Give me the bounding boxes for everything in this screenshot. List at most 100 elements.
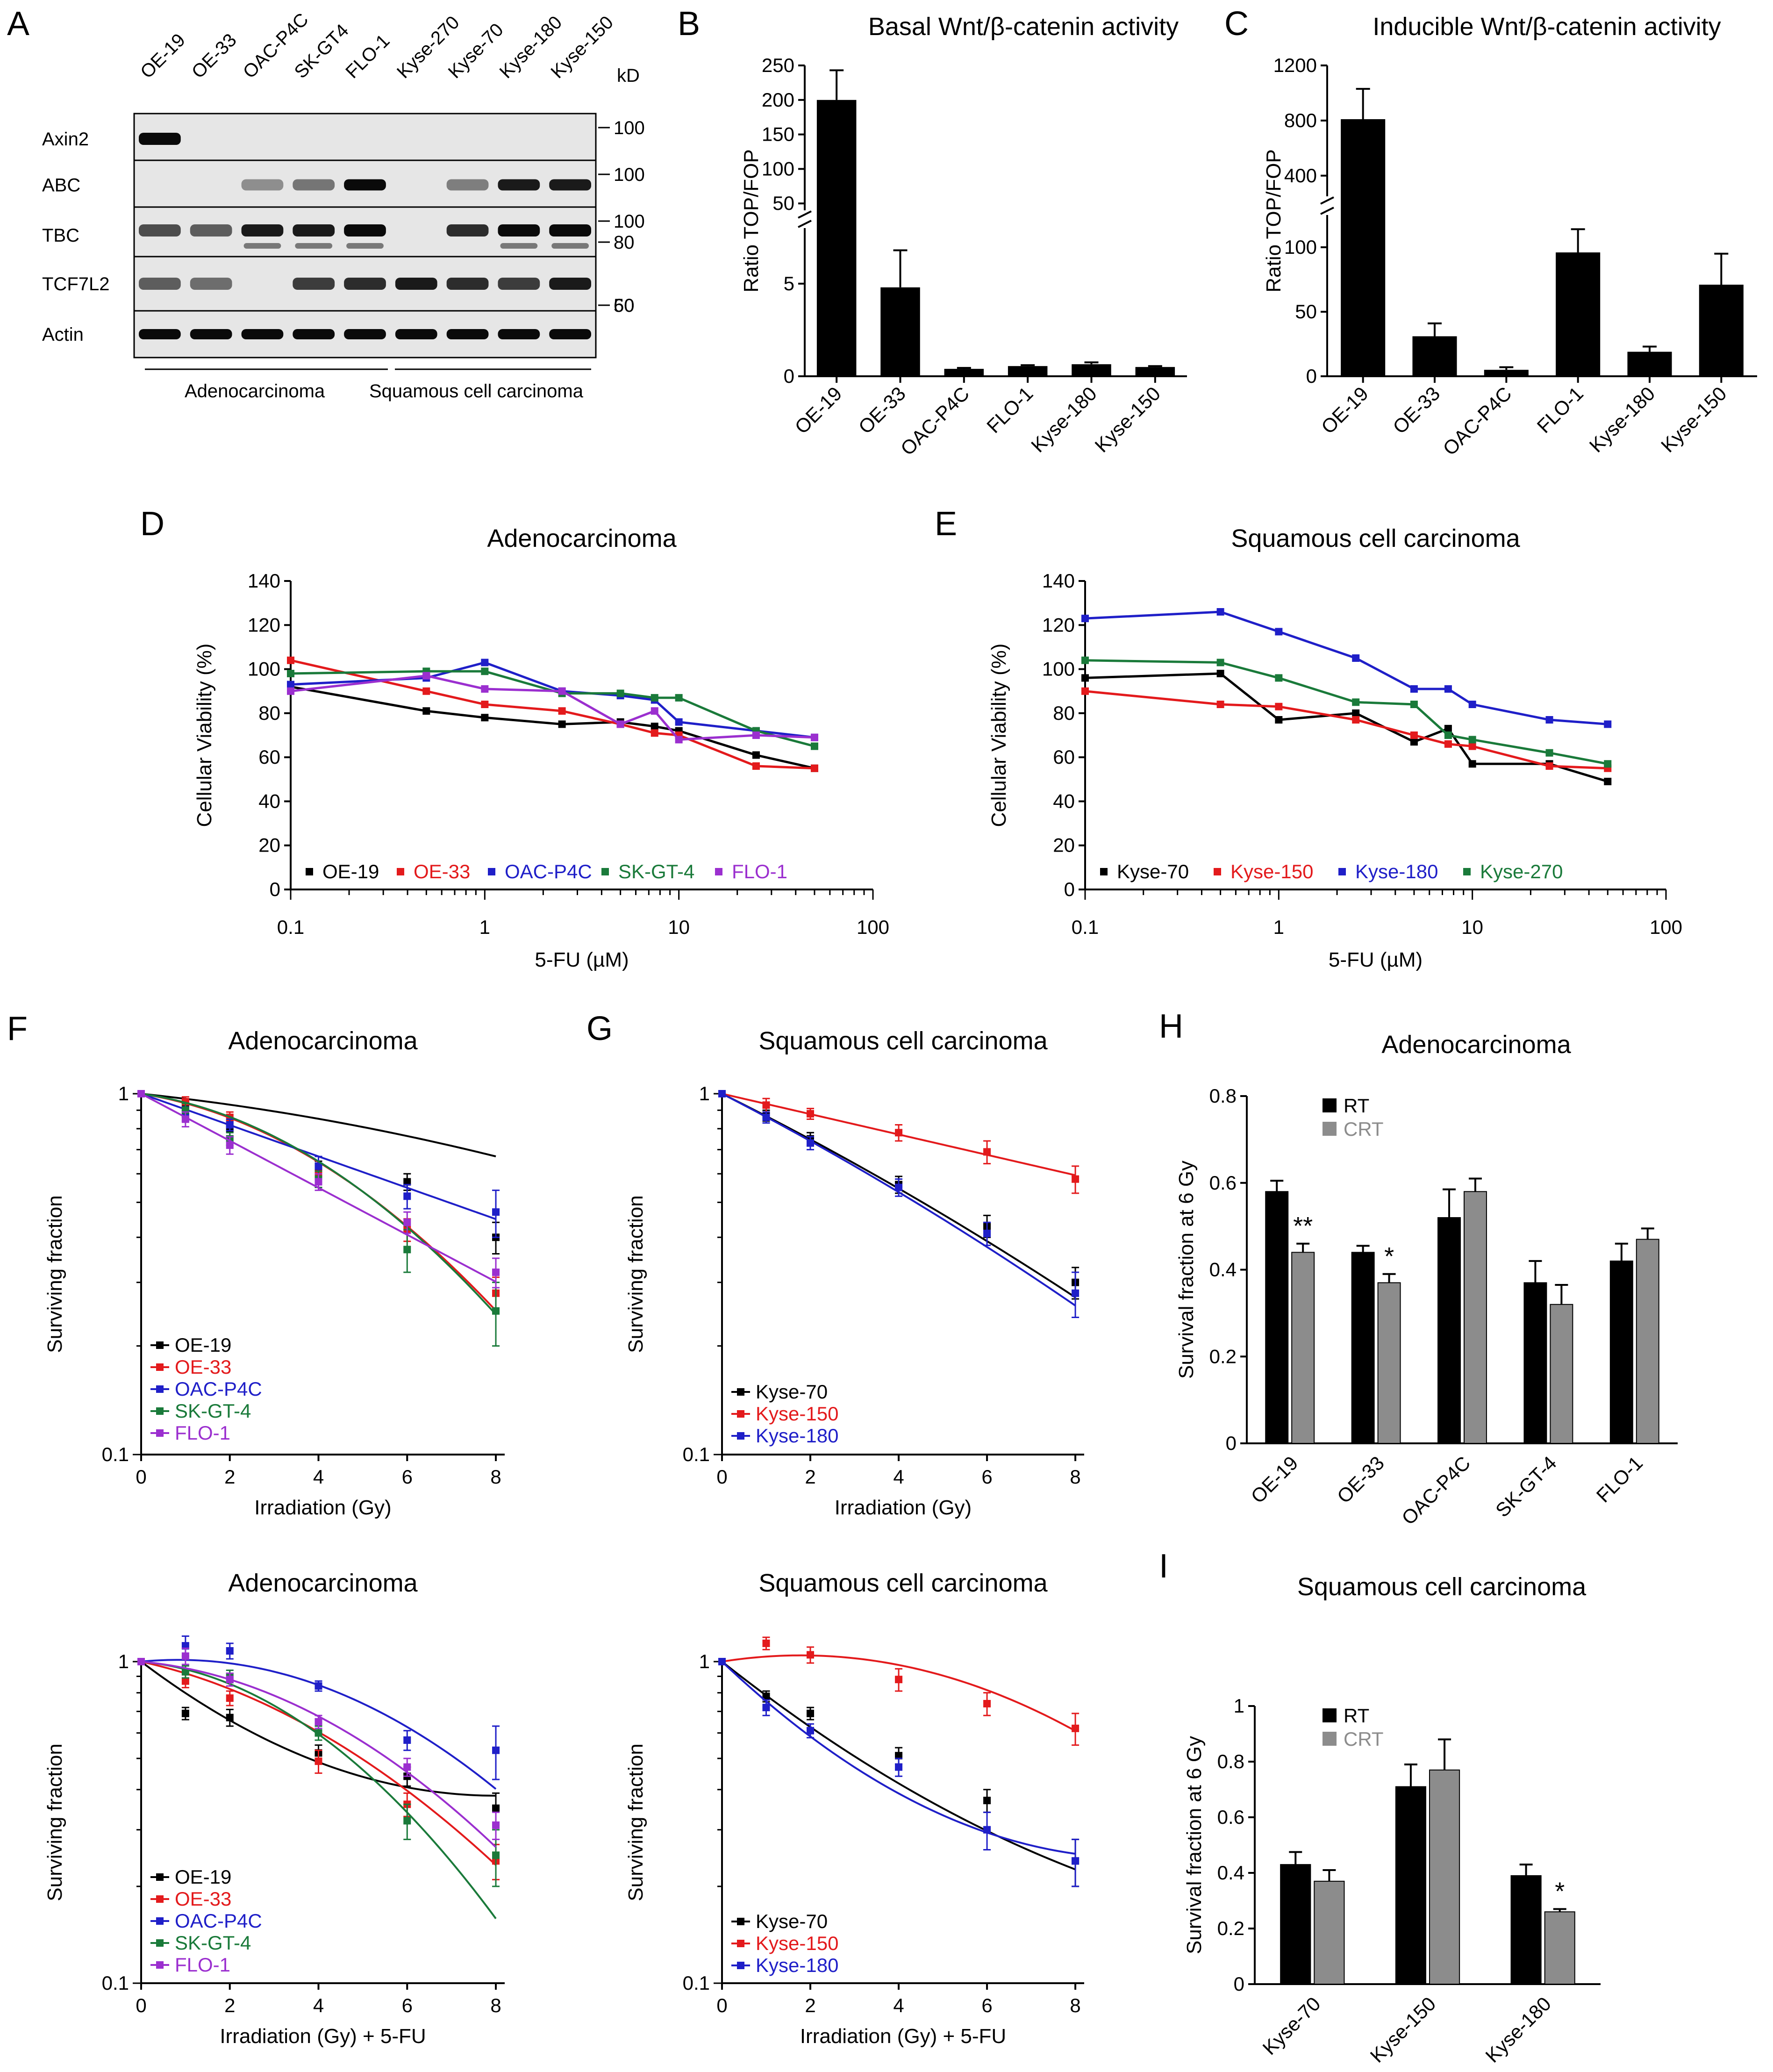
x-tick-label: Kyse-180 (1481, 1993, 1555, 2067)
legend-label: OAC-P4C (175, 1378, 262, 1400)
protein-band (139, 224, 181, 237)
data-point (1545, 762, 1553, 770)
panel-d-line-chart: D Adenocarcinoma 0 20 40 60 80 100 120 140 0.1 1 10 1… (140, 505, 889, 971)
data-point (226, 1676, 234, 1684)
legend-marker (156, 1939, 164, 1947)
protein-band (395, 278, 437, 290)
protein-band (139, 329, 181, 339)
legend-label: Kyse-70 (756, 1381, 828, 1403)
y-tick-label: 40 (1053, 790, 1075, 812)
x-tick-label: 0.1 (1072, 916, 1099, 938)
data-point (810, 733, 818, 741)
x-tick-label: 4 (893, 1994, 904, 2016)
x-tick-label: 4 (313, 1994, 324, 2016)
data-point (226, 1694, 234, 1702)
fit-curve (141, 1093, 497, 1312)
protein-band (139, 278, 181, 290)
data-point (1444, 724, 1452, 732)
protein-band (241, 179, 284, 191)
legend-label: OE-33 (175, 1356, 231, 1378)
y-tick-label: 1 (118, 1083, 129, 1104)
data-point (422, 687, 430, 695)
data-point (718, 1090, 726, 1097)
data-point (1352, 698, 1360, 706)
data-point (1081, 615, 1089, 623)
axis-break (1320, 196, 1334, 205)
data-point (895, 1752, 903, 1760)
x-tick-label: 2 (805, 1466, 815, 1488)
y-tick-label: 40 (258, 790, 280, 812)
legend-label: Kyse-150 (1230, 860, 1313, 882)
panel-f-survival-curve: F Adenocarcinoma 0 2 4 6 8 0.1 1 Irradiation (Gy)… (7, 1010, 505, 1519)
data-point (1216, 659, 1224, 667)
bar (1510, 1875, 1542, 1985)
y-axis-label: Ratio TOP/FOP (1262, 149, 1285, 292)
marker-size-label: 100 (614, 165, 645, 185)
data-point (810, 764, 818, 772)
bar (1280, 1864, 1311, 1985)
legend-label: Kyse-150 (756, 1932, 838, 1954)
data-point (1216, 670, 1224, 677)
x-tick-label: 2 (805, 1994, 815, 2016)
legend-marker (1100, 868, 1108, 875)
x-tick-label: OE-19 (1317, 382, 1373, 438)
data-point (403, 1178, 411, 1186)
data-point (983, 1148, 991, 1156)
y-tick-label: 0 (1064, 878, 1075, 900)
legend-label: OE-19 (175, 1334, 231, 1356)
panel-e-line-chart: E Squamous cell carcinoma 0 20 40 60 80 100 120 1… (935, 505, 1682, 971)
data-point (226, 1714, 234, 1721)
data-point (287, 681, 294, 688)
data-point (481, 701, 489, 708)
protein-band (549, 278, 591, 290)
x-tick-label: OE-33 (1388, 382, 1444, 438)
protein-band (241, 224, 284, 237)
data-point (492, 1851, 500, 1859)
legend-marker (488, 868, 495, 875)
x-tick-label: FLO-1 (982, 382, 1037, 437)
bar (1291, 1252, 1315, 1444)
group-label-squamous: Squamous cell carcinoma (369, 381, 584, 401)
protein-band (190, 278, 232, 290)
series-line (1085, 610, 1608, 725)
protein-band (344, 224, 386, 237)
y-axis-label: Surviving fraction (624, 1195, 647, 1353)
legend-marker (1338, 868, 1346, 875)
legend-marker (737, 1962, 744, 1969)
legend-label: FLO-1 (732, 860, 787, 882)
data-point (1275, 716, 1283, 724)
y-tick-label: 0.1 (683, 1443, 710, 1465)
fit-curve (721, 1661, 1076, 1855)
data-point (675, 736, 683, 744)
legend-label: Kyse-70 (756, 1910, 828, 1932)
data-point (1545, 716, 1553, 724)
data-point (983, 1826, 991, 1834)
data-point (1072, 1857, 1080, 1865)
data-point (492, 1804, 500, 1812)
y-tick-label: 0.8 (1209, 1085, 1237, 1107)
data-point (807, 1709, 815, 1717)
x-tick-label: 6 (402, 1994, 413, 2016)
x-tick-label: 8 (490, 1466, 501, 1488)
panel-label-a: A (7, 5, 29, 43)
legend-marker (601, 868, 609, 875)
data-point (1275, 703, 1283, 710)
y-axis-label: Ratio TOP/FOP (740, 149, 763, 292)
y-tick-label: 0.2 (1209, 1345, 1237, 1367)
x-tick-label: 8 (1070, 1466, 1080, 1488)
y-tick-label: 0.1 (102, 1443, 129, 1465)
marker-size-label: 60 (614, 295, 635, 316)
bar (880, 287, 920, 376)
data-point (403, 1763, 411, 1771)
protein-band (498, 224, 540, 237)
data-point (1468, 736, 1476, 744)
legend-marker (737, 1388, 744, 1396)
protein-band (498, 179, 540, 191)
x-tick-label: FLO-1 (1592, 1452, 1647, 1506)
data-point (1410, 701, 1418, 708)
protein-band (498, 329, 540, 339)
bar (1265, 1191, 1289, 1444)
x-tick-label: 10 (1461, 916, 1483, 938)
bar (1636, 1239, 1659, 1444)
protein-band (344, 278, 386, 290)
